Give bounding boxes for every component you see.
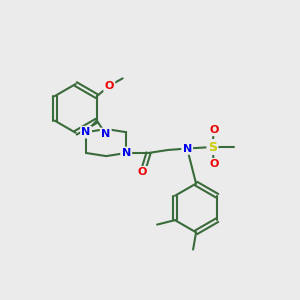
Text: N: N [182, 143, 192, 154]
Text: O: O [209, 159, 219, 169]
Text: S: S [208, 140, 217, 154]
Text: N: N [82, 127, 91, 137]
Text: O: O [209, 125, 219, 135]
Text: N: N [122, 148, 131, 158]
Text: O: O [138, 167, 147, 177]
Text: O: O [105, 81, 114, 91]
Text: N: N [101, 129, 110, 139]
